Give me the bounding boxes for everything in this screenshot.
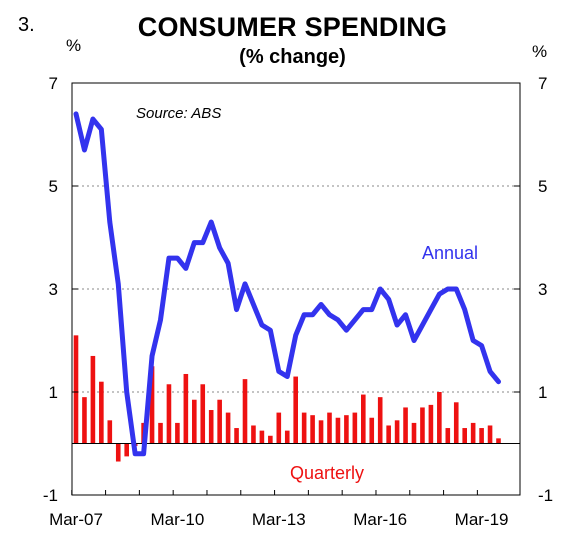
y-tick-label-right: 1	[538, 383, 547, 402]
quarterly-bar	[158, 422, 163, 444]
quarterly-series-label: Quarterly	[290, 463, 364, 483]
quarterly-bar	[420, 407, 425, 444]
quarterly-bar	[453, 402, 459, 444]
quarterly-bar	[234, 428, 239, 444]
quarterly-bar	[361, 394, 366, 444]
quarterly-bar	[242, 379, 248, 444]
y-tick-label-left: -1	[43, 486, 58, 505]
quarterly-bar	[225, 412, 231, 444]
x-tick-label: Mar-10	[150, 510, 204, 529]
quarterly-bar	[284, 430, 290, 444]
chart-title: CONSUMER SPENDING	[137, 12, 448, 42]
y-tick-label-left: 7	[49, 74, 58, 93]
quarterly-bar	[217, 399, 222, 444]
quarterly-bar	[99, 381, 104, 444]
figure-number: 3.	[18, 14, 35, 36]
quarterly-bar	[192, 399, 197, 444]
right-axis-unit: %	[532, 42, 548, 61]
quarterly-bar	[301, 412, 307, 444]
quarterly-bar	[310, 415, 315, 444]
quarterly-bar	[175, 422, 180, 444]
quarterly-bar	[166, 384, 172, 444]
y-tick-label-left: 5	[49, 177, 58, 196]
quarterly-bar	[200, 384, 206, 444]
y-tick-label-left: 1	[49, 383, 58, 402]
quarterly-bar	[73, 335, 79, 444]
quarterly-bar	[293, 376, 298, 444]
annual-series-label: Annual	[422, 243, 478, 263]
y-tick-label-right: 3	[538, 280, 547, 299]
chart-subtitle: (% change)	[239, 46, 346, 68]
y-tick-label-right: -1	[538, 486, 553, 505]
quarterly-bar	[386, 425, 391, 444]
quarterly-bar	[352, 412, 358, 444]
x-tick-label: Mar-07	[49, 510, 103, 529]
x-axis: Mar-07 Mar-10 Mar-13 Mar-16 Mar-19	[49, 490, 509, 529]
quarterly-bar	[335, 417, 341, 444]
quarterly-bar	[369, 417, 375, 444]
quarterly-bar	[107, 420, 113, 444]
quarterly-bar	[268, 435, 273, 444]
quarterly-bar	[276, 412, 282, 444]
quarterly-bar	[327, 412, 332, 444]
left-axis-unit: %	[66, 36, 82, 55]
quarterly-bar	[394, 420, 400, 444]
annual-series-line	[73, 111, 501, 457]
quarterly-bar	[90, 355, 96, 444]
quarterly-bar	[377, 397, 383, 444]
y-tick-label-left: 3	[49, 280, 58, 299]
quarterly-bar	[82, 397, 87, 444]
quarterly-bar	[115, 443, 121, 462]
source-note: Source: ABS	[136, 105, 221, 122]
quarterly-bar	[479, 428, 484, 444]
quarterly-bar	[183, 373, 189, 444]
x-tick-label: Mar-13	[252, 510, 306, 529]
quarterly-bar	[259, 430, 265, 444]
quarterly-bar	[403, 407, 408, 444]
y-tick-label-right: 7	[538, 74, 547, 93]
quarterly-bar	[124, 443, 129, 457]
left-y-axis: -1 1 3 5 7	[43, 74, 78, 505]
quarterly-bar	[437, 392, 442, 444]
quarterly-bar	[251, 425, 256, 444]
right-y-axis: -1 1 3 5 7	[514, 74, 553, 505]
quarterly-bar	[149, 366, 155, 444]
quarterly-bar	[428, 404, 434, 444]
y-tick-label-right: 5	[538, 177, 547, 196]
quarterly-bar	[462, 428, 467, 444]
quarterly-bar	[318, 420, 324, 444]
x-tick-label: Mar-19	[455, 510, 509, 529]
quarterly-bar	[208, 410, 214, 444]
quarterly-bars	[73, 335, 501, 462]
quarterly-bar	[445, 428, 451, 444]
x-tick-label: Mar-16	[353, 510, 407, 529]
quarterly-bar	[411, 422, 417, 444]
quarterly-bar	[496, 438, 501, 444]
quarterly-bar	[487, 425, 493, 444]
quarterly-bar	[344, 415, 349, 444]
quarterly-bar	[470, 422, 476, 444]
